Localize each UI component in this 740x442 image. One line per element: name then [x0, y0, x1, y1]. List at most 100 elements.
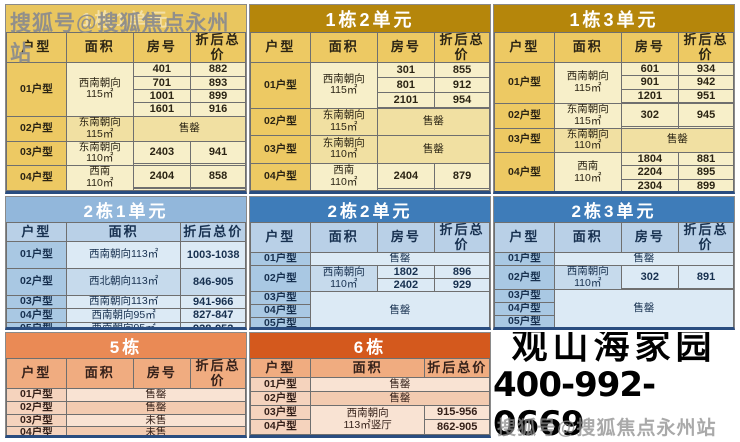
unit-type-cell: 05户型 [494, 314, 555, 327]
table-cell: 2402 [376, 278, 436, 293]
table-cell: 302 [620, 264, 680, 289]
table-cell: 899 [678, 178, 734, 191]
unit-type-cell: 03户型 [494, 127, 555, 154]
table-cell: 西南朝向 115㎡ [65, 62, 134, 117]
table-cell: 东南朝向 115㎡ [309, 107, 378, 137]
table-cell: 896 [434, 264, 490, 280]
price-table-grid: 户型 面积 房号 折后总价 01户型 售罄 02户型 售罄 03户型 未售 04户型 未售 [6, 357, 246, 435]
section-title: 6栋 [250, 333, 490, 358]
table-cell: 951 [678, 88, 734, 104]
hotline-phone: 400-992-0669 [493, 364, 656, 438]
section-building1-unit2: 1栋2单元 户型 面积 房号 折后总价 01户型 西南朝向 115㎡ 301 855 801 91… [249, 4, 491, 194]
column-header: 房号 [376, 221, 436, 254]
table-cell: 891 [678, 264, 734, 289]
column-header: 户型 [250, 221, 311, 254]
table-cell: 862-905 [424, 419, 490, 435]
column-header: 户型 [6, 222, 67, 242]
unit-type-cell: 03户型 [250, 291, 311, 306]
column-header: 房号 [620, 31, 680, 64]
price-table: 户型 面积 房号 折后总价 01户型 西南朝向 115㎡ 301 855 801 912 2101 9… [250, 31, 490, 191]
table-cell: 893 [190, 75, 246, 90]
unit-type-cell: 02户型 [494, 264, 555, 291]
price-table-grid: 户型 面积 房号 折后总价 01户型 售罄 02户型 西南朝向 110㎡ 302 891 03户型售… [494, 221, 734, 327]
table-cell: 302 [620, 103, 680, 127]
table-cell: 售罄 [65, 400, 246, 415]
table-cell [678, 102, 734, 105]
table-cell: 西南朝向 115㎡ [309, 62, 378, 109]
unit-type-cell: 03户型 [6, 140, 67, 167]
table-cell: 未售 [65, 413, 246, 428]
unit-type-cell: 03户型 [250, 135, 311, 164]
unit-type-cell: 05户型 [6, 321, 67, 327]
table-cell: 售罄 [553, 289, 734, 327]
table-cell: 西南朝向95㎡ [65, 321, 182, 327]
table-cell: 西南 110㎡ [65, 165, 134, 191]
unit-type-cell: 02户型 [250, 390, 311, 406]
table-cell: 1001 [132, 88, 192, 104]
table-cell: 895 [678, 165, 734, 180]
column-header: 折后总价 [190, 31, 246, 64]
column-header: 户型 [494, 221, 555, 254]
price-table: 户型 面积 房号 折后总价 01户型 西南朝向 115㎡ 401 882 701 893 1001 8… [6, 31, 246, 191]
price-table: 户型 面积 折后总价 01户型 西南朝向113㎡ 1003-1038 02户型 西北朝向113… [6, 222, 246, 327]
table-cell: 售罄 [376, 107, 490, 137]
section-building1-unit3: 1栋3单元 户型 面积 房号 折后总价 01户型 西南朝向 115㎡ 601 934 901 94… [493, 4, 735, 194]
table-cell [132, 188, 192, 191]
unit-type-cell: 01户型 [250, 252, 311, 266]
section-title: 2栋2单元 [250, 197, 490, 222]
unit-type-cell: 03户型 [6, 294, 67, 310]
column-header: 面积 [65, 31, 134, 64]
table-cell: 西南朝向113㎡ [65, 241, 182, 269]
column-header: 户型 [494, 31, 555, 64]
table-cell: 1003-1038 [180, 241, 246, 269]
table-cell: 899 [190, 88, 246, 104]
price-table-grid: 户型 面积 房号 折后总价 01户型 西南朝向 115㎡ 601 934 901 942 1201 9… [494, 31, 734, 191]
table-cell: 827-847 [180, 308, 246, 323]
section-title: 5栋 [6, 333, 246, 358]
column-header: 面积 [553, 221, 622, 254]
section-title: 2栋3单元 [494, 197, 734, 222]
table-cell: 846-905 [180, 268, 246, 296]
price-table: 户型 面积 折后总价 01户型 售罄 02户型 售罄 03户型 西南朝向 113㎡竖厅 915-9… [250, 358, 490, 435]
table-cell: 801 [376, 76, 436, 93]
table-cell: 881 [678, 152, 734, 167]
project-name: 观山海家园 [511, 332, 717, 367]
column-header: 房号 [132, 31, 192, 64]
unit-type-cell: 01户型 [250, 377, 311, 392]
section-title: 1栋2单元 [250, 5, 490, 32]
table-cell: 2204 [620, 165, 680, 180]
column-header: 房号 [132, 357, 192, 390]
table-cell: 售罄 [309, 390, 490, 406]
table-cell: 售罄 [620, 127, 734, 154]
table-cell: 售罄 [553, 252, 734, 266]
table-cell: 西南朝向 113㎡竖厅 [309, 404, 426, 435]
table-cell: 941 [190, 140, 246, 165]
column-header: 房号 [620, 221, 680, 254]
section-title: 1栋1单元 [6, 5, 246, 32]
unit-type-cell: 05户型 [250, 316, 311, 327]
section-building1-unit1: 1栋1单元 户型 面积 房号 折后总价 01户型 西南朝向 115㎡ 401 882 701 89… [5, 4, 247, 194]
table-cell: 701 [132, 75, 192, 90]
column-header: 折后总价 [190, 357, 246, 390]
price-table: 户型 面积 房号 折后总价 01户型 售罄 02户型 售罄 03户型 未售 04户型 未售 [6, 357, 246, 435]
table-cell: 1804 [620, 152, 680, 167]
table-cell: 2404 [376, 162, 436, 190]
price-table: 户型 面积 房号 折后总价 01户型 售罄 02户型 西南朝向 110㎡ 1802 896 2402… [250, 221, 490, 327]
unit-type-cell: 04户型 [6, 426, 67, 435]
unit-type-cell: 01户型 [6, 62, 67, 117]
unit-type-cell: 04户型 [6, 308, 67, 323]
table-cell: 西北朝向113㎡ [65, 268, 182, 296]
table-cell: 售罄 [309, 291, 490, 327]
section-title: 1栋3单元 [494, 5, 734, 32]
table-cell: 东南朝向 115㎡ [553, 103, 622, 129]
table-cell: 882 [190, 62, 246, 77]
column-header: 面积 [65, 222, 182, 242]
table-cell: 929 [434, 278, 490, 293]
table-cell: 售罄 [309, 252, 490, 266]
unit-type-cell: 04户型 [6, 165, 67, 191]
column-header: 户型 [250, 358, 311, 378]
column-header: 折后总价 [434, 31, 490, 64]
table-cell: 912 [434, 76, 490, 93]
price-table: 户型 面积 房号 折后总价 01户型 售罄 02户型 西南朝向 110㎡ 302 891 03户型售… [494, 221, 734, 327]
